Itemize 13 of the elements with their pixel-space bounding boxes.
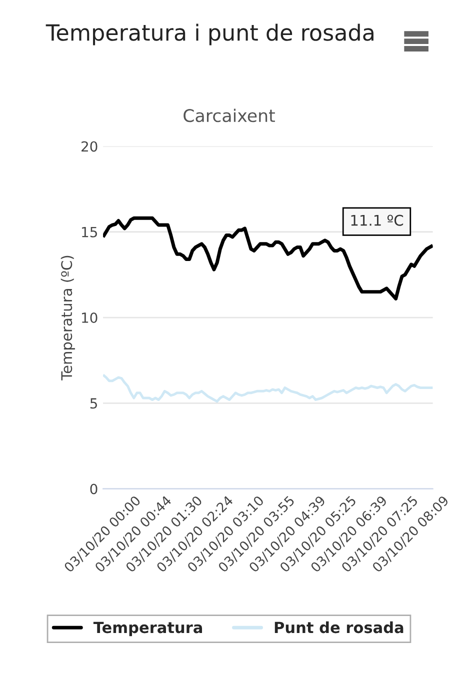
line-series	[103, 374, 433, 403]
y-axis-title: Temperatura (ºC)	[60, 256, 75, 380]
y-tick-label: 15	[82, 227, 97, 238]
y-tick-label: 5	[90, 398, 97, 409]
chart-title: Temperatura i punt de rosada	[46, 24, 374, 46]
y-tick-label: 0	[90, 484, 98, 494]
legend-label: Temperatura	[93, 622, 202, 636]
y-tick-label: 20	[82, 141, 98, 152]
legend-label: Punt de rosada	[274, 621, 404, 634]
y-tick-label: 10	[82, 312, 98, 323]
annotation: 11.1 ºC	[351, 214, 404, 226]
line-series	[103, 216, 433, 300]
chart-subtitle: Carcaixent	[184, 108, 275, 122]
